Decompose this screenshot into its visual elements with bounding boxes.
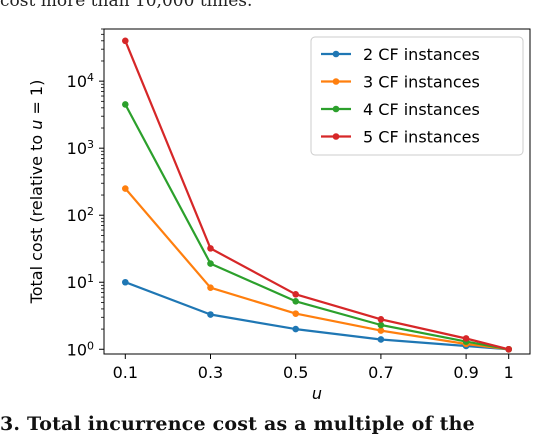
x-tick-label: 0.5 bbox=[283, 363, 308, 382]
data-point bbox=[377, 327, 385, 334]
legend-marker bbox=[332, 105, 340, 113]
data-point bbox=[122, 101, 129, 108]
legend-label: 5 CF instances bbox=[363, 128, 480, 147]
plot-frame bbox=[103, 28, 531, 355]
data-point bbox=[462, 335, 470, 342]
data-point bbox=[505, 345, 512, 353]
x-tick-label: 0.9 bbox=[453, 363, 478, 382]
x-tick-label: 0.3 bbox=[198, 363, 223, 382]
x-tick-label: 0.7 bbox=[368, 363, 393, 382]
series-line-4 bbox=[124, 40, 509, 351]
data-point bbox=[122, 185, 129, 192]
data-point bbox=[377, 336, 385, 343]
series-line-3 bbox=[124, 103, 509, 351]
series-line-2 bbox=[124, 187, 509, 351]
axes-layer: 0.1 0.3 0.5 0.7 0.9 1 100 101 102 103 104 u Total co… bbox=[27, 28, 514, 403]
y-tick-label: 100 bbox=[67, 339, 94, 360]
y-tick-label: 103 bbox=[67, 138, 94, 159]
y-axis-label: Total cost (relative to u = 1) bbox=[27, 80, 46, 305]
data-point bbox=[292, 325, 300, 333]
y-tick-label: 101 bbox=[67, 272, 94, 293]
data-point bbox=[207, 245, 214, 252]
legend: 2 CF instances 3 CF instances 4 CF instanc… bbox=[310, 36, 524, 156]
data-point bbox=[292, 297, 300, 305]
data-point bbox=[377, 315, 385, 323]
y-tick-label: 102 bbox=[67, 205, 94, 226]
series-line-1 bbox=[124, 281, 509, 351]
data-point bbox=[122, 37, 129, 45]
x-axis-label: u bbox=[312, 384, 322, 403]
legend-marker bbox=[332, 133, 340, 140]
legend-marker bbox=[332, 50, 340, 58]
data-point bbox=[207, 260, 214, 267]
legend-label: 4 CF instances bbox=[363, 100, 480, 119]
data-point bbox=[292, 310, 300, 317]
x-tick-label: 0.1 bbox=[113, 363, 138, 382]
x-tick-label: 1 bbox=[504, 363, 514, 382]
legend-label: 3 CF instances bbox=[363, 73, 480, 92]
series-layer bbox=[122, 37, 512, 353]
legend-marker bbox=[332, 78, 340, 85]
y-tick-label: 104 bbox=[67, 71, 94, 92]
data-point bbox=[207, 311, 214, 318]
data-point bbox=[207, 284, 214, 291]
legend-label: 2 CF instances bbox=[363, 45, 480, 64]
caption-top: cost more than 10,000 times. bbox=[0, 0, 253, 11]
caption-bottom: 3. Total incurrence cost as a multiple o… bbox=[0, 413, 475, 435]
data-point bbox=[292, 291, 300, 298]
data-point bbox=[122, 278, 129, 286]
legend-box bbox=[310, 36, 524, 156]
data-point bbox=[377, 321, 385, 329]
